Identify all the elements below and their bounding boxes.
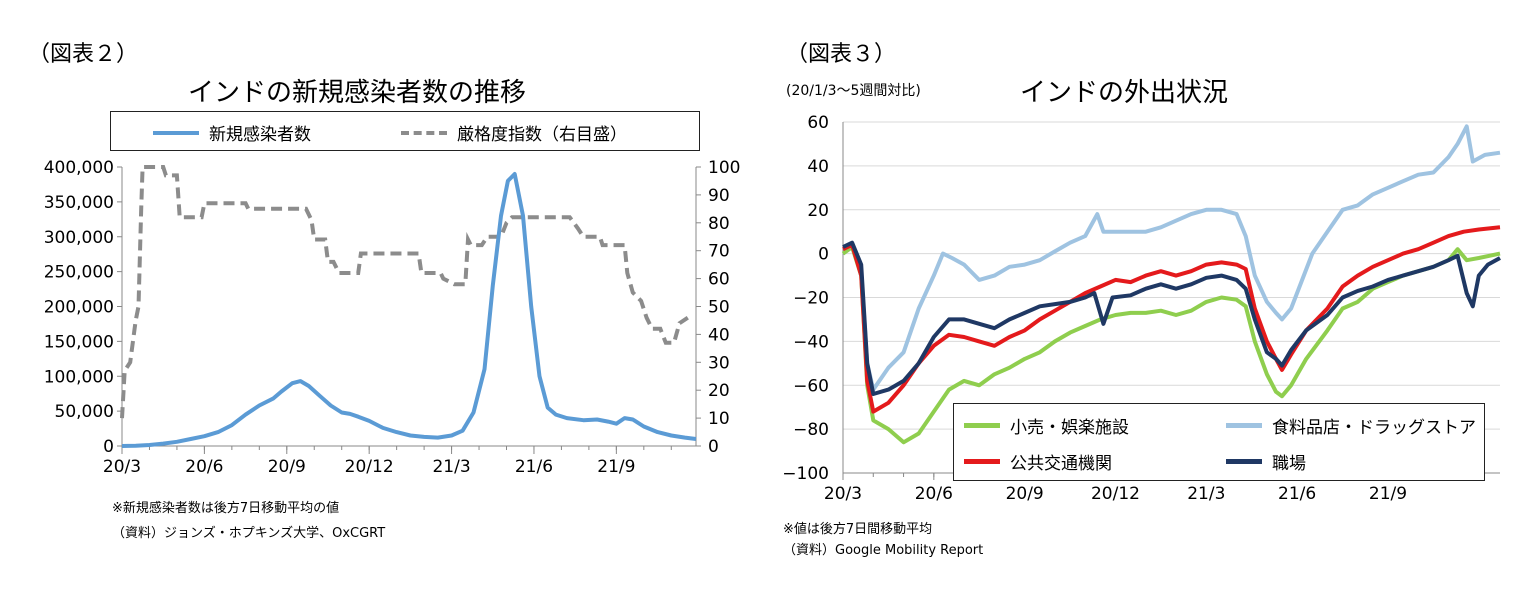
note-mobility-1: ※値は後方7日間移動平均 xyxy=(783,522,933,537)
legend-item-cases: 新規感染者数 xyxy=(153,120,311,145)
x-tick-label: 20/6 xyxy=(915,484,953,504)
legend-item-retail: 小売・娯楽施設 xyxy=(964,413,1129,438)
legend-label-retail: 小売・娯楽施設 xyxy=(1010,418,1129,438)
x-tick-label: 20/12 xyxy=(345,457,394,477)
x-tick-label: 20/3 xyxy=(824,484,862,504)
legend-label-transit: 公共交通機関 xyxy=(1010,454,1112,474)
x-tick-label: 21/3 xyxy=(1187,484,1225,504)
note-cases-1: ※新規感染者数は後方7日移動平均の値 xyxy=(112,501,340,516)
y-tick-label: −20 xyxy=(793,289,829,309)
series-line-workplace xyxy=(842,240,1501,396)
legend-swatch-retail xyxy=(964,423,1000,428)
x-tick-label: 20/9 xyxy=(1006,484,1044,504)
y-tick-label-right: 20 xyxy=(708,381,730,401)
y-tick-label: 60 xyxy=(807,113,829,133)
y-tick-label-right: 30 xyxy=(708,353,730,373)
series-line-cases xyxy=(121,172,697,448)
series-line-grocery xyxy=(841,124,1501,392)
x-tick-label: 21/3 xyxy=(432,457,470,477)
legend-swatch-transit xyxy=(964,459,1000,464)
legend-swatch-stringency xyxy=(401,130,447,135)
y-tick-label-right: 100 xyxy=(708,158,740,178)
legend-label-workplace: 職場 xyxy=(1272,454,1306,474)
y-tick-label-left: 0 xyxy=(103,437,114,457)
y-tick-label-left: 50,000 xyxy=(55,402,114,422)
y-tick-label-left: 350,000 xyxy=(44,193,114,213)
y-tick-label-left: 250,000 xyxy=(44,263,114,283)
y-tick-label-right: 60 xyxy=(708,270,730,290)
y-tick-label-right: 50 xyxy=(708,298,730,318)
x-tick-label: 21/9 xyxy=(597,457,635,477)
note-cases-2: （資料）ジョンズ・ホプキンズ大学、OxCGRT xyxy=(112,526,386,541)
legend-label-stringency: 厳格度指数（右目盛） xyxy=(457,125,627,145)
y-tick-label: 40 xyxy=(807,157,829,177)
y-tick-label: 20 xyxy=(807,201,829,221)
y-tick-label: −40 xyxy=(793,332,829,352)
x-tick-label: 20/9 xyxy=(268,457,306,477)
x-tick-label: 20/12 xyxy=(1091,484,1140,504)
y-tick-label-right: 70 xyxy=(708,242,730,262)
y-tick-label-left: 300,000 xyxy=(44,228,114,248)
legend-label-grocery: 食料品店・ドラッグストア xyxy=(1272,418,1476,438)
legend-swatch-grocery xyxy=(1226,423,1262,428)
legend-item-transit: 公共交通機関 xyxy=(964,449,1112,474)
legend-label-cases: 新規感染者数 xyxy=(209,125,311,145)
series-line-stringency xyxy=(120,165,689,419)
y-tick-label-left: 100,000 xyxy=(44,367,114,387)
chart-title-cases: インドの新規感染者数の推移 xyxy=(188,78,527,108)
y-tick-label-left: 150,000 xyxy=(44,332,114,352)
legend-swatch-workplace xyxy=(1226,459,1262,464)
y-tick-label-right: 40 xyxy=(708,325,730,345)
y-tick-label-right: 0 xyxy=(708,437,719,457)
figure-label-2: （図表２） xyxy=(28,42,139,67)
y-tick-label: −80 xyxy=(793,420,829,440)
y-tick-label: 0 xyxy=(818,245,829,265)
figure-label-3: （図表３） xyxy=(786,42,897,67)
x-tick-label: 20/3 xyxy=(103,457,141,477)
chart-title-mobility: インドの外出状況 xyxy=(1020,78,1229,108)
y-tick-label: −100 xyxy=(782,464,829,484)
y-tick-label-right: 10 xyxy=(708,409,730,429)
note-mobility-2: （資料）Google Mobility Report xyxy=(783,543,984,558)
y-tick-label-left: 400,000 xyxy=(44,158,114,178)
y-tick-label-right: 80 xyxy=(708,214,730,234)
x-tick-label: 20/6 xyxy=(185,457,223,477)
y-tick-label-left: 200,000 xyxy=(44,298,114,318)
y-tick-label-right: 90 xyxy=(708,186,730,206)
x-tick-label: 21/9 xyxy=(1369,484,1407,504)
unit-note-mobility: (20/1/3～5週間対比) xyxy=(786,83,921,99)
series-line-transit xyxy=(842,225,1501,414)
legend-swatch-cases xyxy=(153,130,199,135)
legend-item-grocery: 食料品店・ドラッグストア xyxy=(1226,413,1476,438)
legend-item-stringency: 厳格度指数（右目盛） xyxy=(401,120,627,145)
x-tick-label: 21/6 xyxy=(1278,484,1316,504)
y-tick-label: −60 xyxy=(793,376,829,396)
legend-mobility: 小売・娯楽施設 食料品店・ドラッグストア 公共交通機関 職場 xyxy=(953,403,1485,481)
x-tick-label: 21/6 xyxy=(515,457,553,477)
legend-cases: 新規感染者数 厳格度指数（右目盛） xyxy=(110,111,700,151)
legend-item-workplace: 職場 xyxy=(1226,449,1306,474)
